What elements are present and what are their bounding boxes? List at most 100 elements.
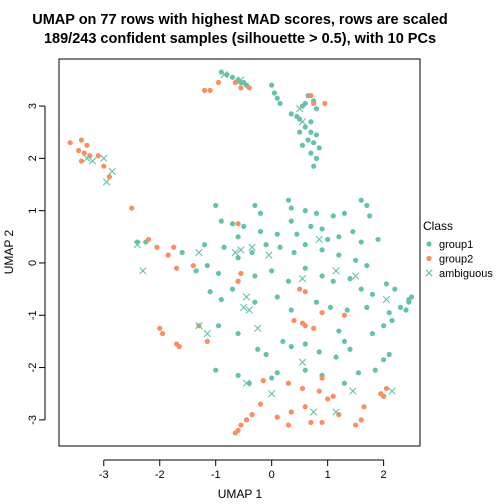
- point-group1: [327, 304, 334, 311]
- point-group2: [311, 325, 317, 331]
- point-group1: [288, 218, 294, 224]
- point-group1: [277, 244, 283, 250]
- point-group2: [101, 163, 107, 169]
- point-group1: [302, 208, 308, 214]
- point-group1: [218, 296, 224, 303]
- point-ambiguous: [88, 157, 97, 165]
- point-ambiguous: [332, 267, 340, 275]
- point-group1: [358, 239, 364, 245]
- point-group1: [302, 265, 308, 271]
- point-group1: [316, 349, 322, 355]
- y-tick-label: 1: [27, 208, 39, 214]
- point-group1: [235, 234, 241, 240]
- point-group1: [333, 354, 339, 360]
- point-group2: [353, 422, 359, 428]
- point-group2: [246, 85, 252, 91]
- point-group1: [221, 244, 227, 250]
- point-group1: [246, 380, 252, 386]
- point-group2: [319, 419, 325, 426]
- point-group1: [274, 294, 280, 300]
- point-group1: [355, 370, 362, 376]
- point-group1: [179, 249, 185, 256]
- legend-label-ambiguous: ambiguous: [439, 268, 493, 280]
- point-group1: [313, 106, 320, 112]
- point-group1: [389, 317, 395, 324]
- point-group1: [308, 150, 314, 156]
- legend-title: Class: [423, 219, 453, 233]
- point-group2: [81, 150, 87, 156]
- point-group1: [336, 328, 342, 334]
- legend-marker-group2: [426, 255, 432, 262]
- point-group1: [313, 132, 320, 138]
- point-group1: [313, 155, 320, 161]
- point-group1: [403, 307, 409, 313]
- point-group1: [215, 323, 222, 329]
- point-ambiguous: [309, 408, 318, 416]
- point-ambiguous: [298, 118, 307, 126]
- point-group1: [274, 95, 280, 101]
- legend-entries: group1 group2 ambiguous: [425, 239, 493, 280]
- point-group1: [330, 213, 336, 219]
- point-group1: [364, 202, 370, 209]
- point-group1: [277, 100, 283, 107]
- point-group1: [319, 226, 325, 232]
- y-tick-label: 0: [27, 260, 39, 266]
- points-layer: [67, 69, 415, 436]
- point-ambiguous: [315, 235, 323, 244]
- point-group2: [311, 100, 317, 107]
- point-group1: [263, 242, 269, 248]
- point-group1: [201, 242, 208, 248]
- y-tick-label: 2: [27, 155, 39, 161]
- point-group2: [302, 404, 308, 410]
- point-group1: [311, 163, 317, 169]
- point-group2: [207, 87, 213, 93]
- point-group2: [381, 393, 387, 399]
- point-group1: [325, 236, 331, 243]
- point-group1: [252, 273, 258, 279]
- point-group2: [358, 417, 364, 423]
- point-group1: [252, 299, 258, 305]
- point-group1: [297, 129, 303, 135]
- point-group1: [302, 242, 308, 248]
- point-group2: [165, 252, 171, 258]
- point-group1: [280, 338, 286, 345]
- x-tick-label: -3: [99, 469, 109, 481]
- point-group1: [288, 344, 294, 350]
- chart-title: UMAP on 77 rows with highest MAD scores,…: [32, 12, 448, 28]
- point-group1: [215, 270, 222, 277]
- point-group1: [274, 370, 280, 376]
- point-group1: [386, 351, 392, 358]
- point-group1: [344, 307, 350, 313]
- point-group1: [313, 210, 320, 216]
- legend-label-group2: group2: [439, 254, 473, 266]
- y-tick-label: -2: [27, 363, 39, 373]
- point-group1: [229, 74, 236, 80]
- y-tick-label: -3: [27, 415, 39, 425]
- point-ambiguous: [83, 154, 91, 163]
- point-group2: [215, 79, 222, 86]
- point-ambiguous: [295, 104, 304, 113]
- point-group1: [235, 330, 241, 337]
- point-group2: [157, 325, 163, 331]
- point-group1: [341, 210, 348, 216]
- point-group2: [171, 244, 177, 250]
- point-group1: [285, 278, 292, 284]
- y-tick-label: -1: [27, 310, 39, 320]
- point-group2: [383, 385, 390, 392]
- point-group2: [297, 286, 303, 292]
- point-group2: [260, 378, 266, 384]
- x-tick-label: -1: [211, 469, 221, 481]
- point-ambiguous: [388, 387, 396, 395]
- point-group1: [347, 276, 353, 282]
- point-group2: [145, 236, 152, 243]
- point-group1: [288, 205, 294, 211]
- point-group2: [319, 375, 325, 381]
- point-group1: [213, 367, 219, 373]
- point-group1: [308, 119, 314, 125]
- point-group2: [129, 205, 135, 211]
- point-ambiguous: [133, 240, 142, 249]
- point-group2: [95, 153, 101, 159]
- point-group1: [375, 236, 381, 243]
- point-group2: [274, 414, 280, 420]
